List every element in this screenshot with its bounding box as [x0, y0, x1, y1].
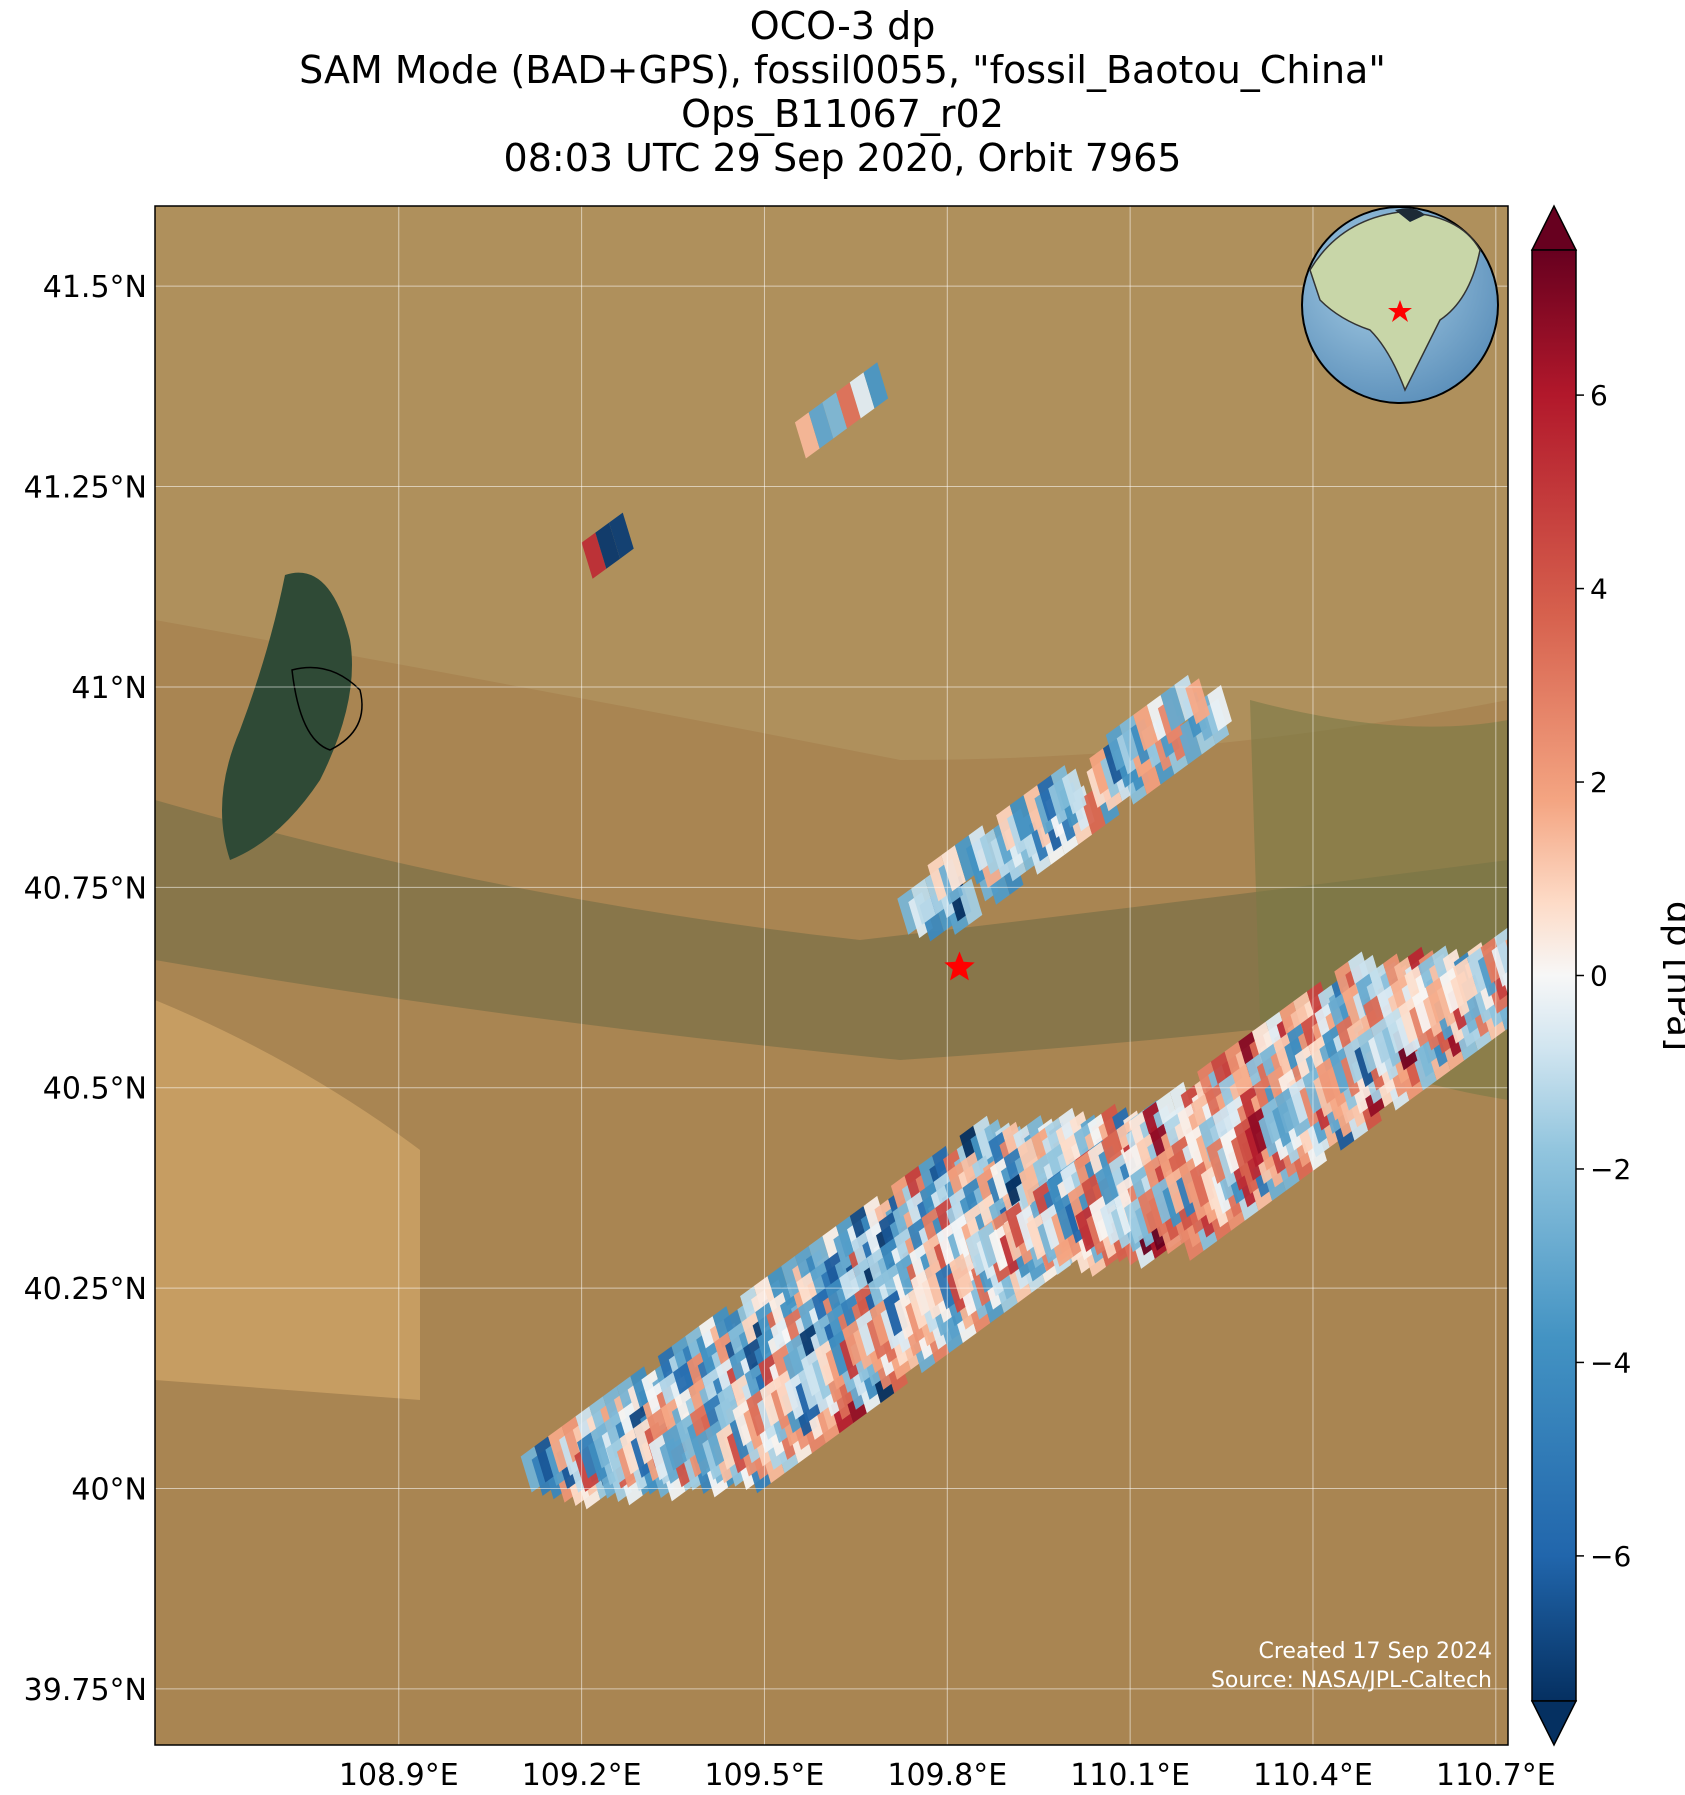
lat-tick-label: 41.25°N [24, 471, 147, 506]
sounding-footprint [911, 878, 936, 925]
sounding-footprint [767, 1266, 793, 1313]
desert-area [155, 1000, 420, 1400]
lon-tick-label: 109.5°E [705, 1758, 825, 1793]
globe-star-icon [1388, 300, 1412, 322]
colorbar-scale [1531, 249, 1577, 1702]
lon-tick-labels: 108.9°E 109.2°E 109.5°E 109.8°E 110.1°E 110.4… [339, 1758, 1556, 1793]
sounding-footprints [520, 362, 1533, 1510]
map-title: OCO-3 dp SAM Mode (BAD+GPS), fossil0055,… [0, 4, 1685, 180]
lon-tick-label: 109.2°E [522, 1758, 642, 1793]
lat-tick-label: 40.25°N [24, 1272, 147, 1307]
sounding-footprint [1508, 974, 1533, 1020]
title-line-3: Ops_B11067_r02 [681, 92, 1004, 136]
inset-globe [1301, 206, 1499, 404]
river-valley [155, 800, 1508, 1060]
colorbar-tick-label: 0 [1590, 960, 1608, 993]
lon-tick-label: 108.9°E [339, 1758, 459, 1793]
lat-tick-label: 40°N [71, 1473, 147, 1508]
colorbar-tick-label: 2 [1590, 766, 1608, 799]
colorbar-tick-label: −2 [1590, 1153, 1631, 1186]
sounding-footprint [1494, 927, 1508, 974]
sounding-footprint [1009, 795, 1035, 842]
colorbar-extend-max [1530, 204, 1578, 251]
lat-tick-label: 39.75°N [24, 1673, 147, 1708]
star-icon [944, 951, 975, 981]
credit-source: Source: NASA/JPL-Caltech [1211, 1668, 1492, 1693]
credit-created: Created 17 Sep 2024 [1259, 1639, 1493, 1664]
globe-asia-landmass [1309, 211, 1481, 392]
colorbar-tick-label: 4 [1590, 573, 1608, 606]
map-area [155, 206, 1533, 1745]
sounding-footprint [808, 402, 834, 449]
lon-tick-label: 110.7°E [1436, 1758, 1556, 1793]
gridlines [155, 206, 1508, 1745]
sounding-footprint [822, 392, 848, 439]
title-line-1: OCO-3 dp [749, 4, 936, 48]
colorbar: 6 4 2 0 −2 −4 −6 dp [hPa] [1530, 204, 1685, 1747]
colorbar-extend-min [1530, 1700, 1578, 1747]
sounding-footprint [1133, 704, 1158, 752]
sounding-footprint [609, 512, 634, 559]
sounding-footprint [863, 362, 889, 409]
colorbar-tick-label: −6 [1590, 1540, 1631, 1573]
sounding-footprint [1177, 718, 1202, 765]
sounding-footprint [581, 532, 607, 579]
sounding-footprint [957, 878, 983, 925]
sounding-footprint [1505, 938, 1508, 950]
lat-tick-labels: 41.5°N 41.25°N 41°N 40.75°N 40.5°N 40.25°N 40°… [24, 270, 147, 1708]
title-line-4: 08:03 UTC 29 Sep 2020, Orbit 7965 [503, 136, 1182, 180]
colorbar-label: dp [hPa] [1659, 901, 1685, 1051]
sounding-footprint [662, 1424, 688, 1471]
lake-outline [291, 666, 363, 751]
globe-polar-edge [1395, 208, 1425, 222]
lon-tick-label: 109.8°E [887, 1758, 1007, 1793]
colorbar-ticks: 6 4 2 0 −2 −4 −6 [1576, 379, 1631, 1573]
lake-wuliangsuhai [222, 572, 352, 860]
lat-tick-label: 41.5°N [43, 270, 147, 305]
sounding-footprint [1061, 768, 1087, 815]
colorbar-tick-label: −4 [1590, 1346, 1631, 1379]
sounding-footprint [1207, 685, 1232, 732]
lat-tick-label: 40.5°N [43, 1072, 147, 1107]
colorbar-tick-label: 6 [1590, 379, 1608, 412]
northern-plateau [155, 206, 1508, 760]
lat-tick-label: 40.75°N [24, 871, 147, 906]
lat-tick-label: 41°N [71, 671, 147, 706]
title-line-2: SAM Mode (BAD+GPS), fossil0055, "fossil_… [299, 48, 1386, 92]
sounding-footprint [836, 382, 861, 429]
sounding-footprint [1160, 684, 1186, 732]
sounding-footprint [595, 522, 621, 569]
map-frame [154, 205, 1509, 1746]
lon-tick-label: 110.1°E [1070, 1758, 1190, 1793]
sounding-footprint [849, 372, 875, 419]
sounding-footprint [1081, 788, 1106, 835]
lon-tick-label: 110.4°E [1253, 1758, 1373, 1793]
sounding-footprint [1453, 957, 1478, 1004]
sounding-footprint [1185, 678, 1210, 725]
sounding-footprint [794, 412, 820, 459]
